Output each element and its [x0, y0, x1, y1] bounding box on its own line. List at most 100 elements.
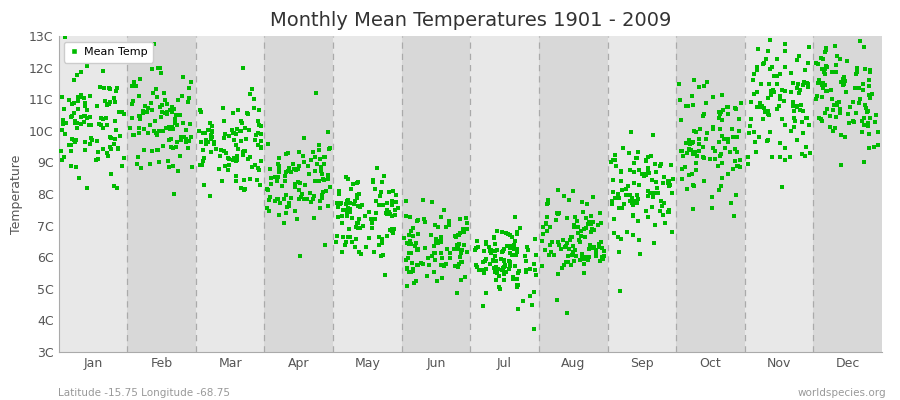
- Point: [229, 173, 243, 179]
- Point: [814, 118, 829, 124]
- Point: [442, 218, 456, 224]
- Point: [410, 262, 424, 268]
- Point: [182, 94, 196, 101]
- Point: [487, 234, 501, 240]
- Point: [646, 132, 661, 138]
- Point: [338, 207, 352, 213]
- Point: [130, 161, 144, 167]
- Point: [850, 65, 864, 71]
- Point: [317, 177, 331, 183]
- Point: [540, 197, 554, 204]
- Point: [850, 68, 865, 75]
- Point: [162, 137, 176, 143]
- Point: [499, 269, 513, 275]
- Point: [292, 148, 306, 155]
- Point: [753, 103, 768, 110]
- Point: [207, 140, 221, 147]
- Point: [454, 277, 468, 283]
- Point: [164, 136, 178, 142]
- Point: [647, 190, 662, 196]
- Point: [176, 74, 191, 80]
- Point: [860, 105, 874, 111]
- Point: [716, 160, 730, 166]
- Point: [765, 86, 779, 93]
- Point: [202, 127, 216, 133]
- Point: [711, 163, 725, 169]
- Point: [576, 209, 590, 215]
- Point: [151, 65, 166, 71]
- Point: [505, 252, 519, 258]
- Point: [132, 130, 147, 136]
- Point: [410, 218, 425, 224]
- Point: [136, 110, 150, 116]
- Point: [799, 144, 814, 150]
- Point: [204, 129, 219, 135]
- Point: [706, 124, 720, 130]
- Point: [761, 111, 776, 117]
- Point: [705, 205, 719, 212]
- Point: [145, 66, 159, 72]
- Point: [837, 74, 851, 81]
- Point: [202, 120, 217, 126]
- Point: [479, 256, 493, 263]
- Point: [502, 266, 517, 272]
- Point: [862, 130, 877, 137]
- Point: [794, 102, 808, 108]
- Point: [439, 224, 454, 230]
- Point: [679, 103, 693, 109]
- Point: [233, 185, 248, 191]
- Point: [647, 240, 662, 246]
- Point: [528, 252, 543, 258]
- Point: [750, 67, 764, 74]
- Point: [626, 213, 641, 220]
- Point: [368, 186, 382, 192]
- Point: [448, 262, 463, 269]
- Point: [70, 120, 85, 126]
- Point: [589, 252, 603, 259]
- Point: [576, 256, 590, 262]
- Point: [636, 173, 651, 180]
- Point: [347, 244, 362, 250]
- Point: [109, 127, 123, 133]
- Point: [403, 250, 418, 257]
- Point: [675, 176, 689, 183]
- Point: [573, 239, 588, 246]
- Point: [852, 38, 867, 44]
- Point: [205, 134, 220, 140]
- Point: [570, 218, 584, 224]
- Point: [665, 228, 680, 235]
- Point: [378, 272, 392, 278]
- Point: [510, 270, 525, 276]
- Point: [225, 127, 239, 133]
- Point: [454, 246, 469, 253]
- Point: [165, 108, 179, 115]
- Point: [179, 127, 194, 134]
- Point: [320, 203, 335, 210]
- Point: [829, 113, 843, 120]
- Point: [508, 263, 522, 269]
- Point: [77, 95, 92, 101]
- Point: [125, 115, 140, 122]
- Point: [789, 136, 804, 143]
- Point: [741, 153, 755, 160]
- Point: [397, 234, 411, 241]
- Point: [664, 162, 679, 169]
- Point: [268, 198, 283, 204]
- Point: [615, 204, 629, 211]
- Point: [483, 247, 498, 254]
- Point: [639, 172, 653, 178]
- Point: [424, 232, 438, 238]
- Point: [425, 253, 439, 259]
- Point: [580, 221, 595, 227]
- Point: [712, 187, 726, 194]
- Point: [750, 103, 764, 110]
- Point: [218, 163, 232, 170]
- Point: [169, 122, 184, 128]
- Point: [272, 162, 286, 169]
- Point: [744, 99, 759, 105]
- Point: [656, 174, 670, 180]
- Point: [299, 196, 313, 202]
- Point: [184, 164, 199, 170]
- Point: [336, 207, 350, 213]
- Point: [641, 214, 655, 220]
